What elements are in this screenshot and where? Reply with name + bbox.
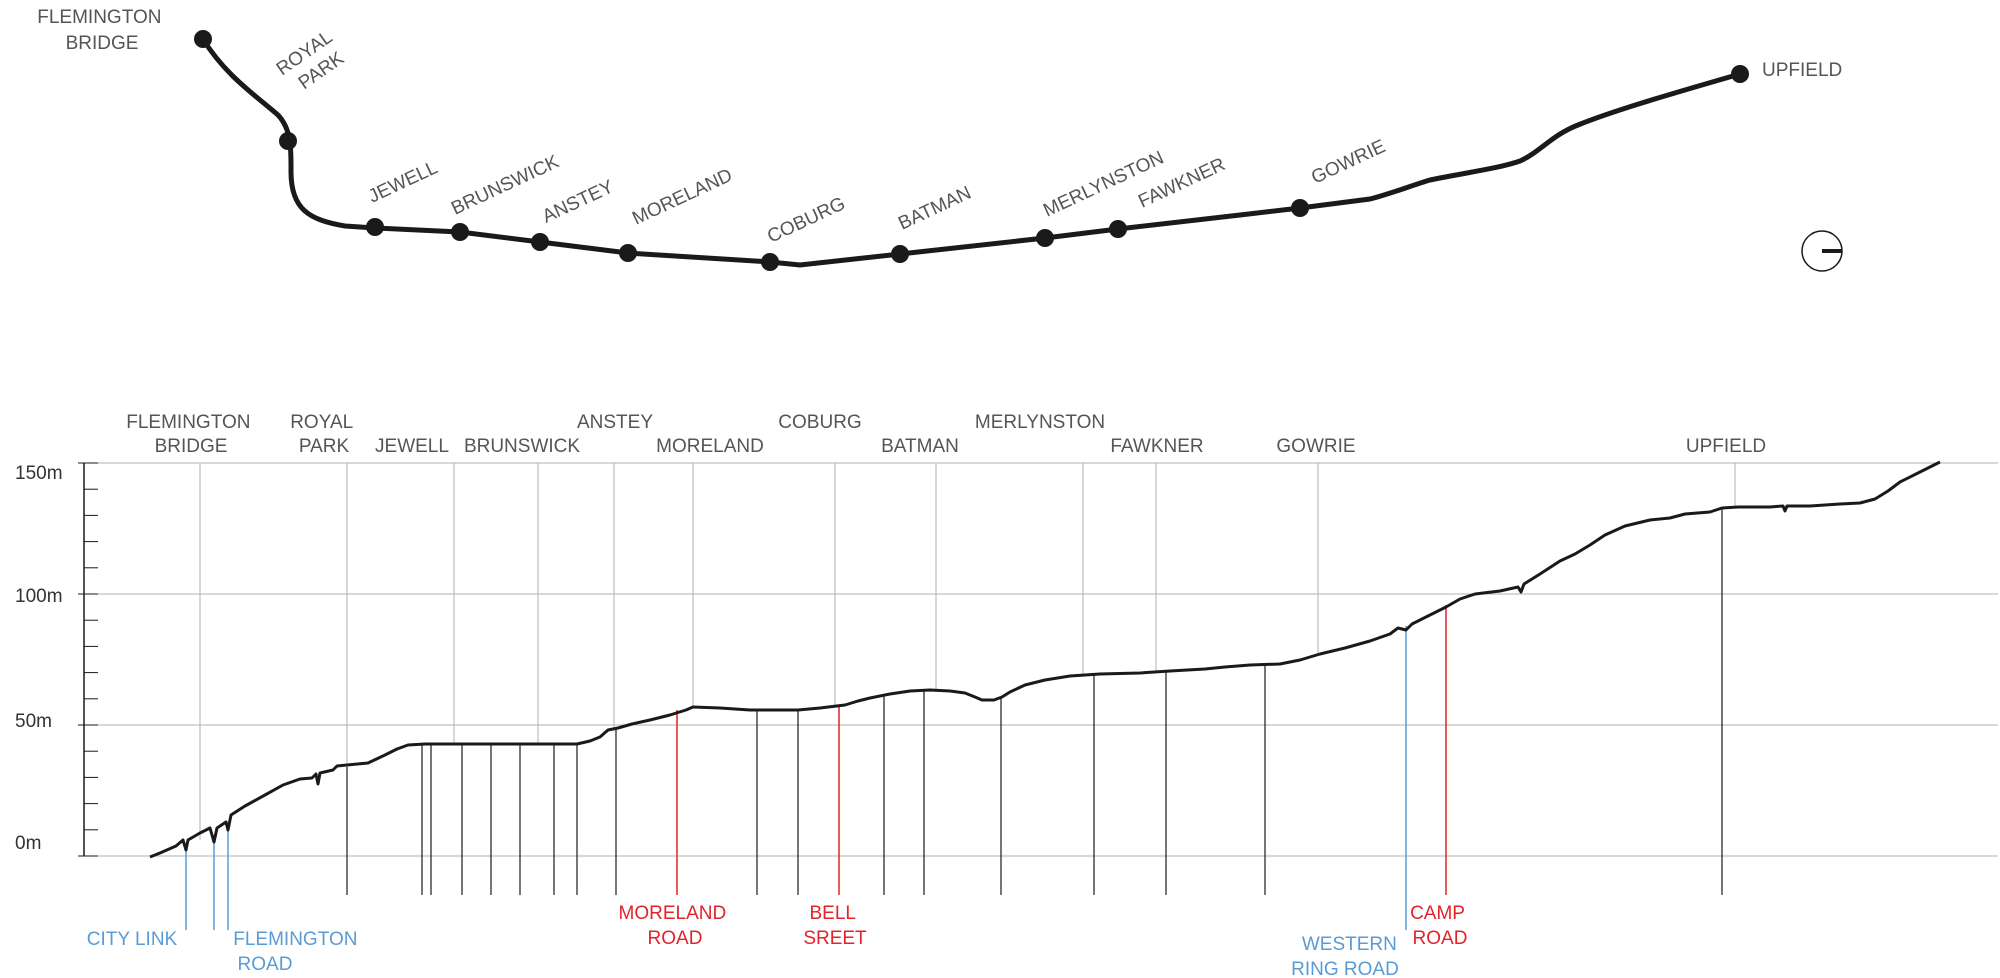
elevation-profile: 150m 100m 50m 0m FLEMINGTON <box>15 412 1998 978</box>
profile-header-royal-park: ROYAL PARK <box>290 412 358 457</box>
station-dot-coburg <box>761 253 779 271</box>
station-gridlines <box>200 463 1735 840</box>
station-dot-brunswick <box>451 223 469 241</box>
station-dot-anstey <box>531 233 549 251</box>
station-dot-jewell <box>366 218 384 236</box>
profile-header-anstey: ANSTEY <box>577 412 653 433</box>
route-line <box>203 39 1740 265</box>
profile-header-moreland: MORELAND <box>656 436 764 457</box>
y-axis-minor-ticks <box>78 463 98 856</box>
map-label-anstey: ANSTEY <box>539 176 617 227</box>
elevation-line <box>150 462 1940 857</box>
map-label-moreland: MORELAND <box>629 165 735 230</box>
level-crossing-label-bell-street: BELL SREET <box>803 903 867 949</box>
station-dot-flemington-bridge <box>194 30 212 48</box>
station-dot-gowrie <box>1291 199 1309 217</box>
map-label-flemington-bridge: FLEMINGTON BRIDGE <box>37 7 167 54</box>
station-dot-upfield <box>1731 65 1749 83</box>
grade-separation-lines <box>186 626 1406 930</box>
map-label-coburg: COBURG <box>764 193 848 247</box>
level-crossing-label-camp-road: CAMP ROAD <box>1410 903 1470 949</box>
y-tick-label-150m: 150m <box>15 463 63 484</box>
station-dot-merlynston <box>1036 229 1054 247</box>
station-dot-batman <box>891 245 909 263</box>
y-tick-label-0m: 0m <box>15 833 41 854</box>
level-crossing-label-moreland-road: MORELAND ROAD <box>619 903 732 949</box>
map-label-jewell: JEWELL <box>365 157 441 207</box>
profile-header-batman: BATMAN <box>881 436 959 457</box>
profile-header-gowrie: GOWRIE <box>1276 436 1355 457</box>
route-map: FLEMINGTON BRIDGE ROYAL PARK JEWELL BRUN… <box>37 7 1842 271</box>
grade-separation-label-city-link: CITY LINK <box>87 929 178 950</box>
y-tick-label-100m: 100m <box>15 586 63 607</box>
level-crossing-lines <box>677 605 1446 895</box>
map-label-royal-park: ROYAL PARK <box>273 24 354 100</box>
map-label-batman: BATMAN <box>895 183 974 235</box>
structure-lines <box>347 508 1722 895</box>
north-arrow-icon <box>1802 231 1842 271</box>
profile-header-flemington-bridge: FLEMINGTON BRIDGE <box>126 412 256 457</box>
grade-separation-label-western-ring-road: WESTERN RING ROAD <box>1291 934 1402 978</box>
profile-header-brunswick: BRUNSWICK <box>464 436 580 457</box>
station-dot-royal-park <box>279 132 297 150</box>
profile-header-merlynston: MERLYNSTON <box>975 412 1105 433</box>
y-tick-label-50m: 50m <box>15 711 52 732</box>
map-label-gowrie: GOWRIE <box>1308 136 1389 188</box>
profile-header-upfield: UPFIELD <box>1686 436 1766 457</box>
profile-header-jewell: JEWELL <box>375 436 449 457</box>
station-dot-moreland <box>619 244 637 262</box>
map-label-upfield: UPFIELD <box>1762 60 1842 81</box>
profile-header-fawkner: FAWKNER <box>1110 436 1203 457</box>
station-dot-fawkner <box>1109 220 1127 238</box>
grade-separation-label-flemington-road: FLEMINGTON ROAD <box>233 929 363 975</box>
profile-header-coburg: COBURG <box>778 412 861 433</box>
